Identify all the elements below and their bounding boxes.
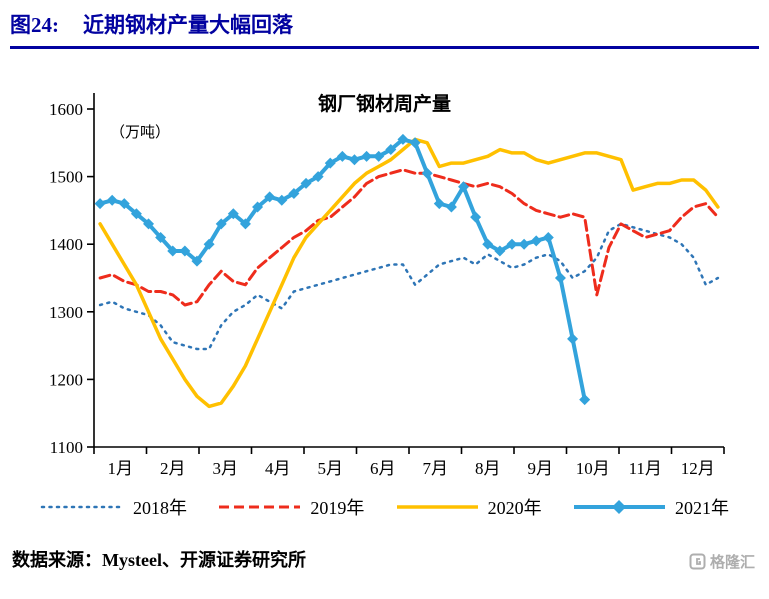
figure-header: 图24: 近期钢材产量大幅回落: [10, 9, 759, 49]
svg-text:5月: 5月: [318, 459, 344, 478]
data-source-text: 数据来源：Mysteel、开源证券研究所: [12, 550, 306, 570]
legend-line-dotted-icon: [40, 505, 125, 509]
svg-text:10月: 10月: [576, 459, 610, 478]
legend-item-2021: 2021年: [572, 494, 729, 520]
figure-title: 近期钢材产量大幅回落: [83, 13, 293, 37]
svg-text:1400: 1400: [49, 235, 83, 254]
gelonghui-logo: 格隆汇: [689, 551, 755, 572]
gelonghui-logo-text: 格隆汇: [709, 554, 755, 571]
gelonghui-logo-icon: [689, 553, 706, 570]
svg-text:1100: 1100: [50, 438, 83, 457]
svg-text:3月: 3月: [213, 459, 239, 478]
figure-footer: 数据来源：Mysteel、开源证券研究所 格隆汇: [12, 546, 755, 572]
y-axis-unit-label: （万吨）: [110, 125, 171, 141]
chart-legend: 2018年 2019年 2020年 2021年: [40, 494, 729, 520]
svg-text:12月: 12月: [681, 459, 715, 478]
svg-text:11月: 11月: [629, 459, 662, 478]
svg-text:1月: 1月: [108, 459, 134, 478]
svg-text:1200: 1200: [49, 370, 83, 389]
svg-text:6月: 6月: [370, 459, 396, 478]
svg-text:1300: 1300: [49, 303, 83, 322]
svg-text:2月: 2月: [160, 459, 186, 478]
svg-text:4月: 4月: [265, 459, 291, 478]
svg-text:9月: 9月: [528, 459, 554, 478]
legend-label-2021: 2021年: [674, 498, 729, 518]
legend-line-dashed-icon: [219, 505, 301, 509]
svg-text:1600: 1600: [49, 100, 83, 119]
chart-area: 1100 1200 1300 1400 1500 1600 1月 2月 3月 4月 5月 6月 7月 8月…: [12, 65, 757, 490]
legend-label-2019: 2019年: [310, 498, 365, 518]
production-line-chart: 1100 1200 1300 1400 1500 1600 1月 2月 3月 4月 5月 6月 7月 8月…: [49, 93, 725, 478]
svg-text:7月: 7月: [423, 459, 449, 478]
legend-label-2020: 2020年: [487, 498, 542, 518]
figure-number: 图24:: [10, 13, 59, 37]
svg-text:8月: 8月: [475, 459, 501, 478]
legend-line-solid-icon: [396, 505, 478, 509]
svg-text:1500: 1500: [49, 168, 83, 187]
chart-title: 钢厂钢材周产量: [317, 94, 451, 115]
legend-item-2018: 2018年: [40, 494, 187, 520]
legend-line-diamond-icon: [573, 500, 665, 514]
legend-label-2018: 2018年: [133, 498, 187, 518]
legend-item-2019: 2019年: [217, 494, 364, 520]
legend-item-2020: 2020年: [395, 494, 542, 520]
